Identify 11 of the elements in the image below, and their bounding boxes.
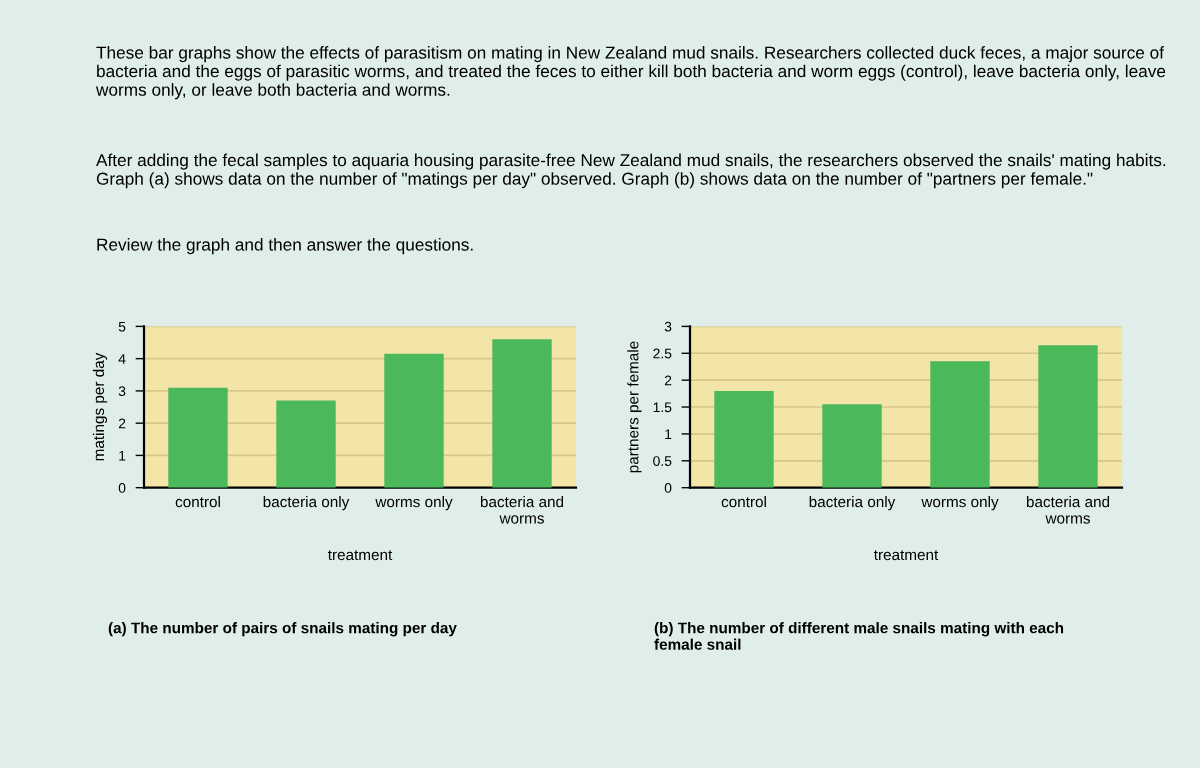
- bar: [930, 361, 990, 488]
- bar: [714, 390, 774, 488]
- bar: [168, 387, 228, 488]
- bar: [822, 404, 882, 488]
- text: After adding the fecal samples to aquaria housing parasite-free New Zealand mud snails, the researchers observed the snails' mating habits. Graph (a) shows data on the number of "matings per day" observed. Graph (b) shows data on the number of "partners per female.": [96, 153, 1166, 189]
- bar: [276, 400, 336, 488]
- bar: [492, 339, 552, 488]
- text: Review the graph and then answer the questions.: [97, 238, 473, 255]
- bar: [1038, 345, 1098, 488]
- bar: [384, 353, 444, 488]
- text: These bar graphs show the effects of parasitism on mating in New Zealand mud snails. Researchers collected duck feces, a major source of bacteria and the eggs of parasitic worms, and treated the feces to either kill both bacteria and worm eggs (control), leave bacteria only, leave worms only, or leave both bacteria and worms.: [95, 46, 1166, 100]
